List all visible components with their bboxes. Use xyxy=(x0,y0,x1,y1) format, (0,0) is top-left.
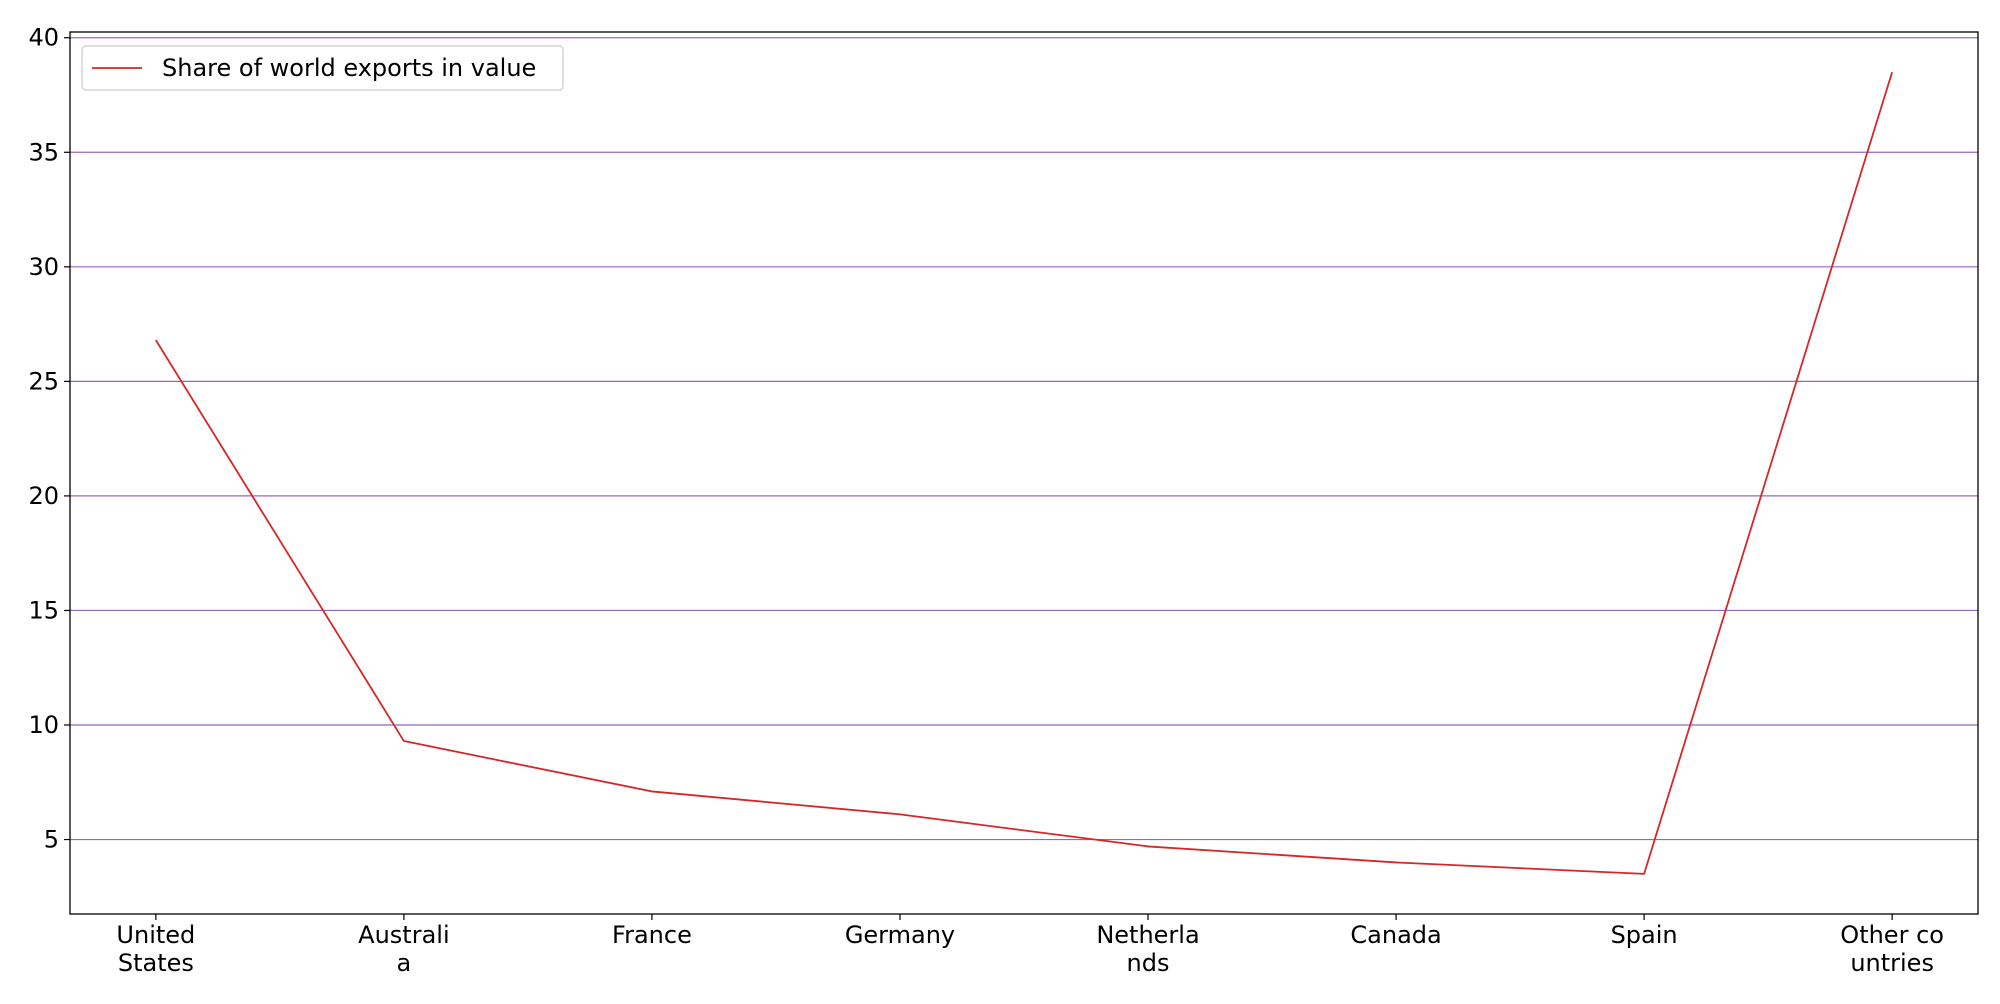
x-tick-label: Netherla nds xyxy=(1096,921,1199,977)
legend-label: Share of world exports in value xyxy=(162,54,536,82)
x-tick-label-line: Canada xyxy=(1350,921,1441,949)
series-line xyxy=(155,71,1893,875)
y-tick-label: 15 xyxy=(28,596,59,624)
grid-lines xyxy=(70,37,1978,841)
y-tick-label: 40 xyxy=(28,24,59,52)
y-tick-label: 35 xyxy=(28,138,59,166)
legend-box xyxy=(81,45,564,91)
y-tick-label: 10 xyxy=(28,711,59,739)
y-tick-label: 25 xyxy=(28,367,59,395)
x-tick-label: United States xyxy=(116,921,195,977)
x-tick-label-line: United xyxy=(116,921,195,949)
legend[interactable]: Share of world exports in value xyxy=(81,45,564,91)
y-axis: 5 10 15 20 25 30 35 40 xyxy=(28,24,70,854)
x-tick-label: Canada xyxy=(1350,921,1441,949)
x-tick-label: Germany xyxy=(845,921,955,949)
x-tick-label-line: Australi xyxy=(358,921,449,949)
x-tick-label-line: Germany xyxy=(845,921,955,949)
x-axis: United States Australi a France Germany Nether… xyxy=(116,914,1944,977)
y-tick-label: 5 xyxy=(44,826,59,854)
x-tick-label-line: Netherla xyxy=(1096,921,1199,949)
x-tick-label-line: France xyxy=(612,921,692,949)
series-layer xyxy=(155,71,1893,875)
x-tick-label: Spain xyxy=(1611,921,1678,949)
y-tick-label: 20 xyxy=(28,482,59,510)
y-tick-label: 30 xyxy=(28,253,59,281)
x-tick-label-line: States xyxy=(118,949,194,977)
plot-area-frame xyxy=(69,31,1979,915)
x-tick-label: France xyxy=(612,921,692,949)
x-tick-label-line: nds xyxy=(1127,949,1170,977)
x-tick-label-line: Other co xyxy=(1840,921,1944,949)
x-tick-label: Other co untries xyxy=(1840,921,1944,977)
x-tick-label-line: Spain xyxy=(1611,921,1678,949)
x-tick-label-line: a xyxy=(397,949,412,977)
x-tick-label: Australi a xyxy=(358,921,449,977)
x-tick-label-line: untries xyxy=(1850,949,1934,977)
